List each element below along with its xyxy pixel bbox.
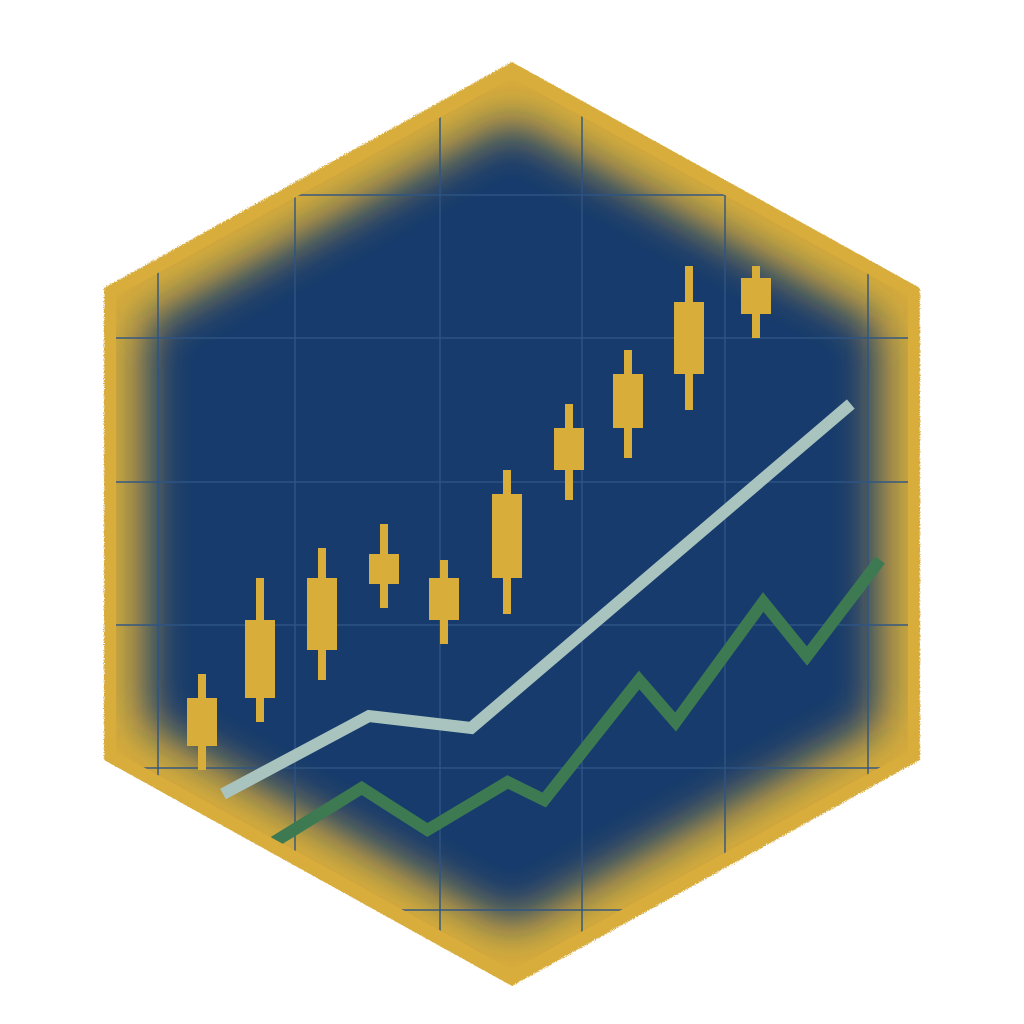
candle-body [613, 374, 643, 428]
candlestick [307, 548, 337, 680]
lower-trend-line [270, 556, 885, 848]
candlestick [741, 266, 771, 338]
candlestick [187, 674, 217, 770]
candlestick [245, 578, 275, 722]
candle-body [554, 428, 584, 470]
chart-lines [220, 399, 885, 848]
candle-body [429, 578, 459, 620]
candlestick [429, 560, 459, 644]
upper-trend-line [220, 399, 855, 800]
candle-body [741, 278, 771, 314]
candle-body [492, 494, 522, 578]
chart-candles [187, 266, 771, 770]
candle-body [245, 620, 275, 698]
candle-body [307, 578, 337, 650]
candle-body [369, 554, 399, 584]
candle-body [674, 302, 704, 374]
candlestick [369, 524, 399, 608]
candlestick [492, 470, 522, 614]
candlestick [674, 266, 704, 410]
candlestick [554, 404, 584, 500]
candle-body [187, 698, 217, 746]
candlestick [613, 350, 643, 458]
